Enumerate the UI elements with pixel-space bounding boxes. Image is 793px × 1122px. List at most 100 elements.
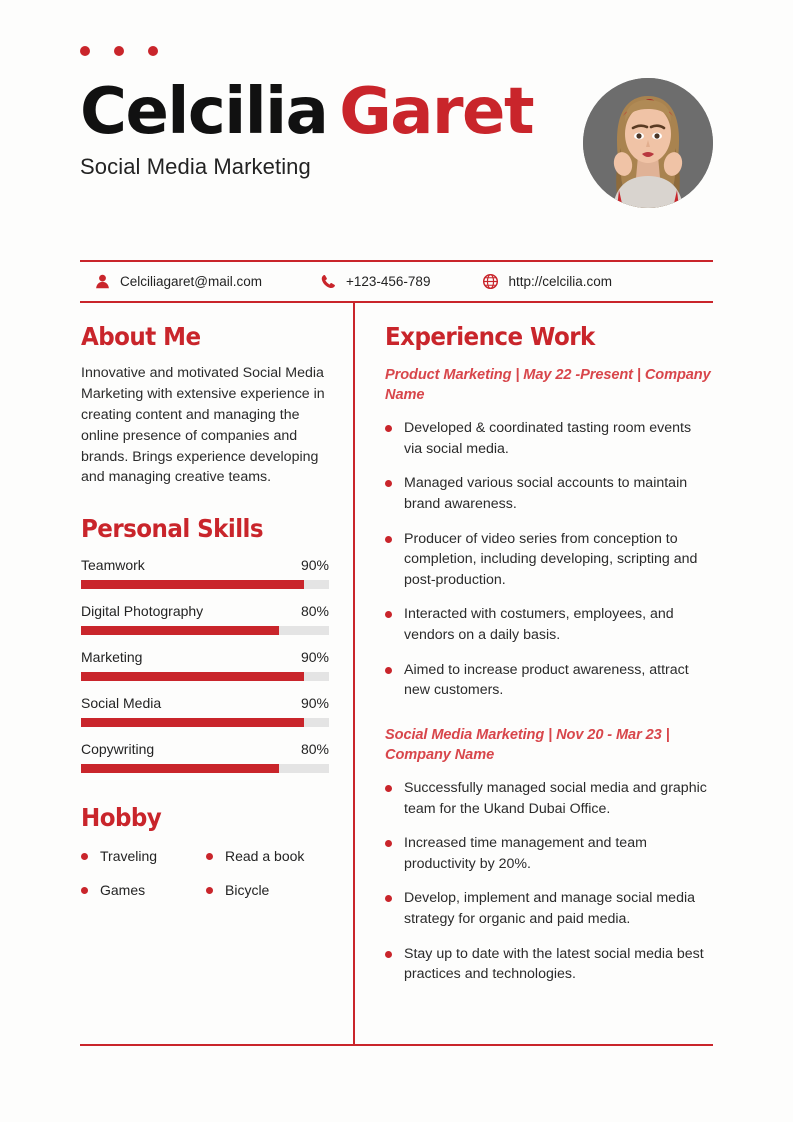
hobby-label: Bicycle <box>225 882 270 899</box>
list-item: Developed & coordinated tasting room eve… <box>385 418 713 459</box>
job-bullet-text: Interacted with costumers, employees, an… <box>404 606 674 643</box>
skill-item: Copywriting 80% <box>81 741 329 774</box>
skill-label: Teamwork <box>81 557 145 574</box>
phone-icon <box>320 273 337 290</box>
header: Celcilia Garet Social Media Marketing <box>80 78 713 230</box>
list-item: Successfully managed social media and gr… <box>385 778 713 819</box>
contact-email[interactable]: Celciliagaret@mail.com <box>94 273 262 290</box>
avatar <box>583 78 713 208</box>
skill-progress-track <box>81 626 329 636</box>
job-bullet-text: Stay up to date with the latest social m… <box>404 945 704 983</box>
dot-icon <box>148 46 158 56</box>
page-title: Celcilia Garet <box>80 80 713 144</box>
skill-progress-fill <box>81 672 305 682</box>
contact-rule-top <box>80 260 713 262</box>
contact-bar: Celciliagaret@mail.com +123-456-789 <box>80 262 713 301</box>
about-section-title: About Me <box>81 322 201 351</box>
skill-label: Marketing <box>81 649 143 666</box>
globe-icon <box>482 273 499 290</box>
footer-rule <box>80 1044 713 1046</box>
skill-item: Digital Photography 80% <box>81 603 329 636</box>
skills-section-title: Personal Skills <box>81 514 264 544</box>
bullet-icon <box>385 535 392 543</box>
skill-progress-track <box>81 718 329 728</box>
job-bullet-text: Increased time management and team produ… <box>404 835 647 872</box>
skill-percent: 90% <box>300 557 329 574</box>
hobby-label: Traveling <box>100 848 158 865</box>
bullet-icon <box>385 480 392 488</box>
bullet-icon <box>206 852 213 860</box>
hobby-label: Games <box>100 882 146 899</box>
skill-item: Marketing 90% <box>81 649 329 682</box>
skill-label: Digital Photography <box>81 603 204 620</box>
column-divider <box>353 303 355 1045</box>
skills-section: Personal Skills Teamwork 90% Digital Pho… <box>81 514 329 774</box>
contact-website-text: http://celcilia.com <box>508 274 612 289</box>
job-bullet-text: Successfully managed social media and gr… <box>404 780 707 817</box>
bullet-icon <box>385 666 392 674</box>
decorative-dots <box>80 46 158 56</box>
last-name: Garet <box>339 75 534 149</box>
list-item: Stay up to date with the latest social m… <box>385 944 713 985</box>
job-bullet-text: Aimed to increase product awareness, att… <box>404 661 689 699</box>
skill-progress-track <box>81 672 329 682</box>
skill-percent: 80% <box>300 741 329 758</box>
right-column: Experience Work Product Marketing | May … <box>385 322 713 985</box>
bullet-icon <box>81 852 88 860</box>
first-name: Celcilia <box>80 75 329 149</box>
job-bullet-text: Managed various social accounts to maint… <box>404 475 688 513</box>
job-heading: Product Marketing | May 22 -Present | Co… <box>385 367 711 404</box>
job-role: Social Media Marketing <box>80 154 311 179</box>
skill-progress-fill <box>81 764 280 774</box>
skill-progress-fill <box>81 580 305 590</box>
skill-percent: 90% <box>300 649 329 666</box>
hobby-list: Traveling Read a book Games Bicycle <box>81 848 329 898</box>
job-bullet-list: Developed & coordinated tasting room eve… <box>385 418 713 701</box>
dot-icon <box>80 46 90 56</box>
dot-icon <box>114 46 124 56</box>
list-item: Increased time management and team produ… <box>385 833 713 874</box>
skill-item: Teamwork 90% <box>81 557 329 590</box>
job-heading: Social Media Marketing | Nov 20 - Mar 23… <box>385 726 670 763</box>
bullet-icon <box>385 785 392 793</box>
hobby-section-title: Hobby <box>81 803 162 833</box>
job-bullet-text: Develop, implement and manage social med… <box>404 890 696 927</box>
hobby-label: Read a book <box>225 848 305 865</box>
bullet-icon <box>385 611 392 619</box>
bullet-icon <box>385 425 392 433</box>
skill-label: Copywriting <box>81 741 155 758</box>
contact-rule-bottom <box>80 301 713 303</box>
skill-percent: 90% <box>300 695 329 712</box>
skill-progress-track <box>81 764 329 774</box>
list-item: Read a book <box>206 848 329 864</box>
experience-section-title: Experience Work <box>385 322 595 351</box>
list-item: Producer of video series from conception… <box>385 529 713 591</box>
list-item: Games <box>81 882 206 898</box>
contact-website[interactable]: http://celcilia.com <box>482 273 612 290</box>
skill-progress-fill <box>81 626 280 636</box>
left-column: About Me Innovative and motivated Social… <box>81 322 329 898</box>
bullet-icon <box>385 895 392 903</box>
list-item: Managed various social accounts to maint… <box>385 473 713 514</box>
about-section-text: Innovative and motivated Social Media Ma… <box>81 365 325 486</box>
job-bullet-text: Producer of video series from conception… <box>404 530 698 588</box>
contact-email-text: Celciliagaret@mail.com <box>120 274 262 289</box>
skill-label: Social Media <box>81 695 162 712</box>
bullet-icon <box>385 950 392 958</box>
list-item: Traveling <box>81 848 206 864</box>
hobby-section: Hobby Traveling Read a book Games Bicycl… <box>81 803 329 898</box>
skill-progress-fill <box>81 718 305 728</box>
contact-phone[interactable]: +123-456-789 <box>320 273 430 290</box>
person-icon <box>94 273 111 290</box>
list-item: Aimed to increase product awareness, att… <box>385 660 713 701</box>
list-item: Develop, implement and manage social med… <box>385 888 713 929</box>
skill-percent: 80% <box>300 603 329 620</box>
job-bullet-text: Developed & coordinated tasting room eve… <box>404 420 692 457</box>
skill-item: Social Media 90% <box>81 695 329 728</box>
list-item: Bicycle <box>206 882 329 898</box>
contact-phone-text: +123-456-789 <box>346 274 431 289</box>
job-bullet-list: Successfully managed social media and gr… <box>385 778 713 985</box>
bullet-icon <box>385 840 392 848</box>
skill-progress-track <box>81 580 329 590</box>
